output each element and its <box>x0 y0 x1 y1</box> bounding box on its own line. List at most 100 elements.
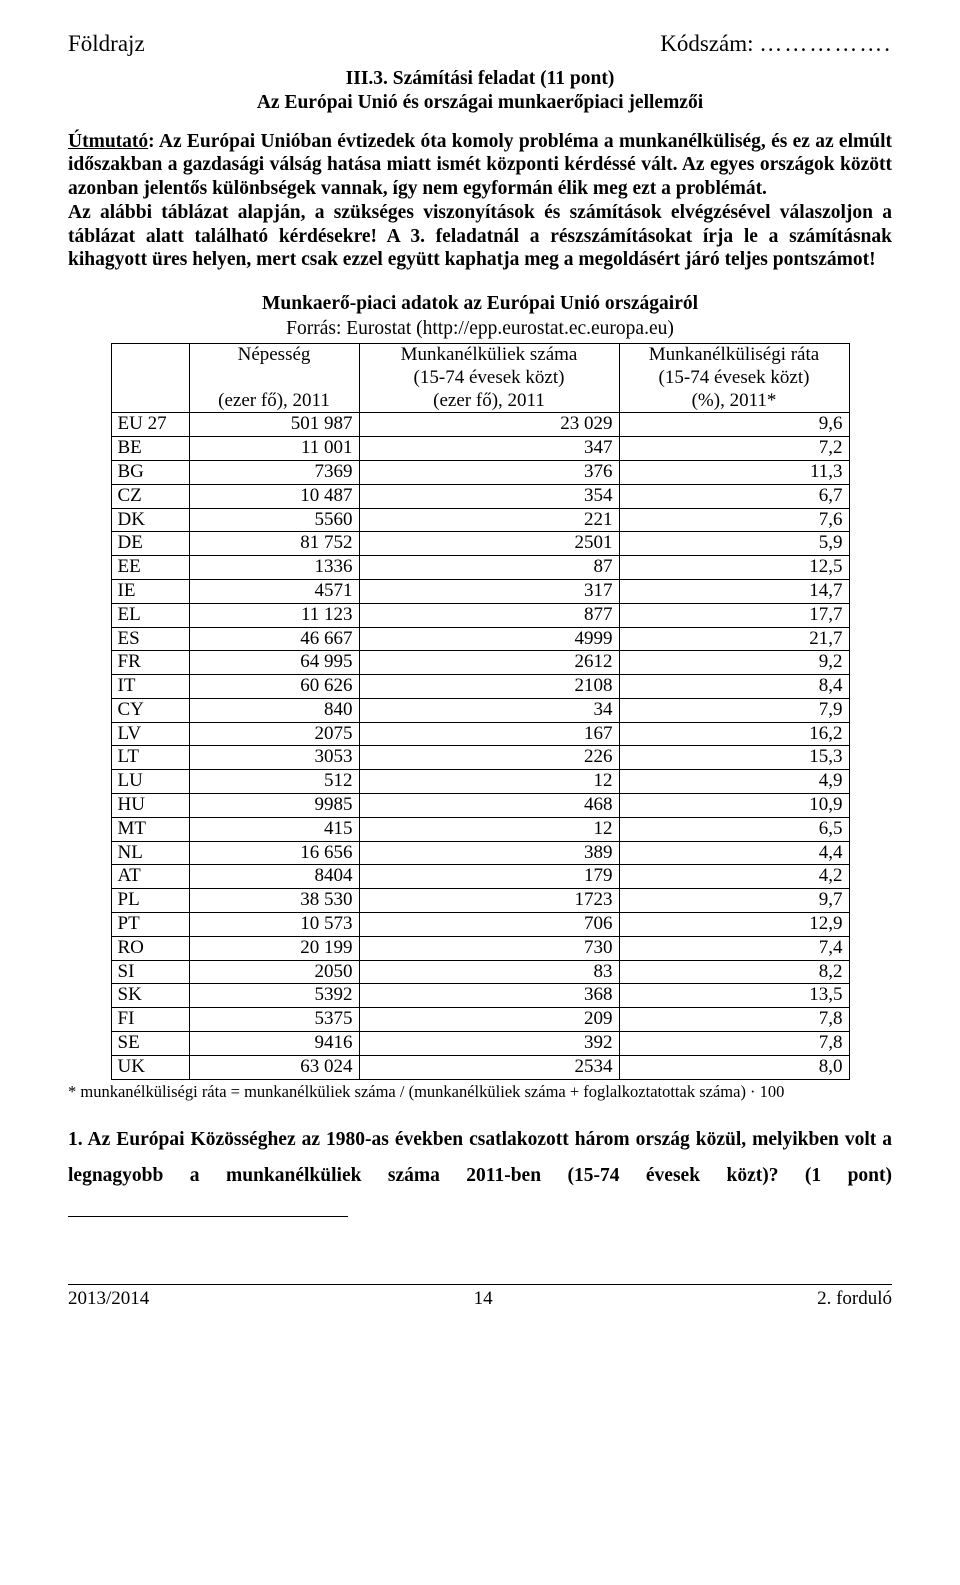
cell-rate: 4,4 <box>619 841 849 865</box>
cell-code: EE <box>111 556 189 580</box>
cell-rate: 7,4 <box>619 936 849 960</box>
cell-unemp: 167 <box>359 722 619 746</box>
table-footnote: * munkanélküliségi ráta = munkanélküliek… <box>68 1082 892 1103</box>
table-row: PL38 53017239,7 <box>111 889 849 913</box>
cell-pop: 5392 <box>189 984 359 1008</box>
cell-rate: 9,6 <box>619 413 849 437</box>
cell-rate: 8,4 <box>619 675 849 699</box>
cell-code: IT <box>111 675 189 699</box>
cell-unemp: 389 <box>359 841 619 865</box>
cell-unemp: 347 <box>359 437 619 461</box>
cell-code: RO <box>111 936 189 960</box>
table-row: SE94163927,8 <box>111 1032 849 1056</box>
cell-pop: 3053 <box>189 746 359 770</box>
cell-pop: 5375 <box>189 1008 359 1032</box>
cell-pop: 63 024 <box>189 1055 359 1079</box>
cell-pop: 2050 <box>189 960 359 984</box>
cell-rate: 11,3 <box>619 460 849 484</box>
cell-rate: 7,6 <box>619 508 849 532</box>
cell-unemp: 23 029 <box>359 413 619 437</box>
table-row: AT84041794,2 <box>111 865 849 889</box>
cell-code: SE <box>111 1032 189 1056</box>
cell-unemp: 226 <box>359 746 619 770</box>
cell-pop: 64 995 <box>189 651 359 675</box>
cell-pop: 7369 <box>189 460 359 484</box>
cell-unemp: 12 <box>359 770 619 794</box>
cell-rate: 12,5 <box>619 556 849 580</box>
cell-pop: 9985 <box>189 794 359 818</box>
cell-unemp: 87 <box>359 556 619 580</box>
table-title: Munkaerő-piaci adatok az Európai Unió or… <box>68 292 892 316</box>
cell-code: EU 27 <box>111 413 189 437</box>
cell-code: FR <box>111 651 189 675</box>
cell-code: MT <box>111 817 189 841</box>
cell-pop: 46 667 <box>189 627 359 651</box>
cell-unemp: 2501 <box>359 532 619 556</box>
cell-rate: 16,2 <box>619 722 849 746</box>
cell-rate: 10,9 <box>619 794 849 818</box>
answer-blank-1[interactable] <box>68 1200 348 1218</box>
cell-unemp: 221 <box>359 508 619 532</box>
cell-code: LT <box>111 746 189 770</box>
table-row: IT60 62621088,4 <box>111 675 849 699</box>
cell-unemp: 2534 <box>359 1055 619 1079</box>
table-row: ES46 667499921,7 <box>111 627 849 651</box>
table-row: LT305322615,3 <box>111 746 849 770</box>
cell-rate: 9,2 <box>619 651 849 675</box>
subject-label: Földrajz <box>68 30 145 59</box>
cell-pop: 10 487 <box>189 484 359 508</box>
table-row: EU 27501 98723 0299,6 <box>111 413 849 437</box>
cell-unemp: 706 <box>359 913 619 937</box>
cell-code: CZ <box>111 484 189 508</box>
table-row: NL16 6563894,4 <box>111 841 849 865</box>
cell-pop: 11 123 <box>189 603 359 627</box>
cell-code: UK <box>111 1055 189 1079</box>
table-row: RO20 1997307,4 <box>111 936 849 960</box>
cell-unemp: 877 <box>359 603 619 627</box>
cell-pop: 501 987 <box>189 413 359 437</box>
cell-pop: 16 656 <box>189 841 359 865</box>
table-row: FI53752097,8 <box>111 1008 849 1032</box>
table-row: FR64 99526129,2 <box>111 651 849 675</box>
cell-code: PT <box>111 913 189 937</box>
cell-rate: 4,9 <box>619 770 849 794</box>
cell-pop: 1336 <box>189 556 359 580</box>
cell-code: ES <box>111 627 189 651</box>
cell-unemp: 2108 <box>359 675 619 699</box>
cell-pop: 415 <box>189 817 359 841</box>
cell-rate: 14,7 <box>619 579 849 603</box>
cell-unemp: 4999 <box>359 627 619 651</box>
cell-unemp: 1723 <box>359 889 619 913</box>
cell-code: EL <box>111 603 189 627</box>
cell-unemp: 179 <box>359 865 619 889</box>
cell-unemp: 2612 <box>359 651 619 675</box>
cell-rate: 13,5 <box>619 984 849 1008</box>
table-row: EE13368712,5 <box>111 556 849 580</box>
cell-rate: 6,7 <box>619 484 849 508</box>
cell-rate: 7,8 <box>619 1032 849 1056</box>
col-rate: Munkanélküliségi ráta (15-74 évesek közt… <box>619 343 849 412</box>
cell-code: BG <box>111 460 189 484</box>
footer-right: 2. forduló <box>817 1287 892 1311</box>
cell-code: PL <box>111 889 189 913</box>
table-row: LV207516716,2 <box>111 722 849 746</box>
table-row: BE11 0013477,2 <box>111 437 849 461</box>
cell-pop: 11 001 <box>189 437 359 461</box>
guide-label: Útmutató <box>68 131 148 152</box>
table-row: IE457131714,7 <box>111 579 849 603</box>
cell-code: LU <box>111 770 189 794</box>
cell-rate: 4,2 <box>619 865 849 889</box>
cell-unemp: 376 <box>359 460 619 484</box>
table-row: CZ10 4873546,7 <box>111 484 849 508</box>
cell-pop: 512 <box>189 770 359 794</box>
table-row: HU998546810,9 <box>111 794 849 818</box>
cell-unemp: 34 <box>359 698 619 722</box>
cell-unemp: 12 <box>359 817 619 841</box>
cell-unemp: 468 <box>359 794 619 818</box>
cell-pop: 20 199 <box>189 936 359 960</box>
cell-pop: 81 752 <box>189 532 359 556</box>
cell-pop: 4571 <box>189 579 359 603</box>
code-label: Kódszám: ……………. <box>660 30 892 59</box>
table-row: PT10 57370612,9 <box>111 913 849 937</box>
cell-unemp: 354 <box>359 484 619 508</box>
